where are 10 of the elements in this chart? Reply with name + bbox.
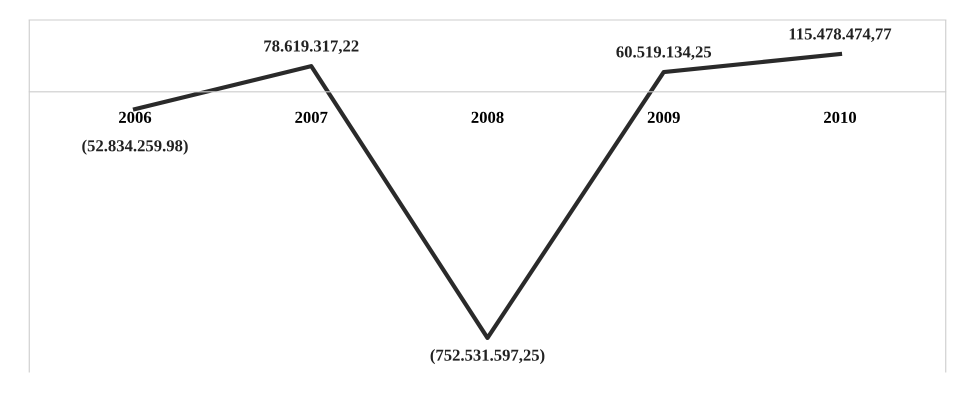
x-tick-label: 2009 [648,112,680,124]
x-tick-label: 2008 [472,112,504,124]
x-tick-label: 2006 [119,112,152,124]
data-label: 60.519.134,25 [616,46,712,60]
x-tick-label: 2010 [824,112,856,124]
x-tick-label: 2007 [295,112,328,124]
data-label: (52.834.259.98) [82,140,188,155]
data-label: (752.531.597,25) [430,349,544,364]
data-label: 78.619.317,22 [264,40,358,54]
data-label: 115.478.474,77 [790,28,892,42]
